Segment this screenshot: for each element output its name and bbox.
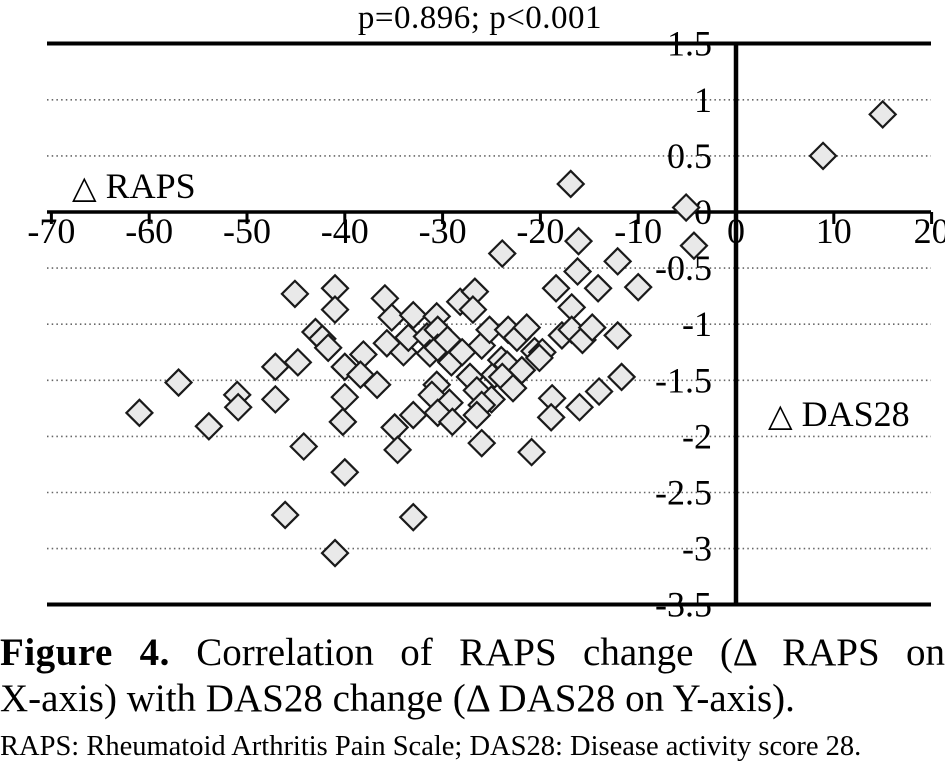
caption-text: Correlation of RAPS change (Δ RAPS on (196, 631, 945, 674)
x-tick-label: -20 (516, 211, 564, 251)
y-tick-label: -3 (682, 529, 712, 569)
caption-footnote: RAPS: Rheumatoid Arthritis Pain Scale; D… (0, 731, 862, 762)
data-point (458, 295, 488, 325)
data-point (270, 500, 300, 530)
x-tick-label: -70 (27, 211, 75, 251)
x-tick-label: 20 (914, 211, 945, 251)
das28-annotation-label: DAS28 (801, 394, 910, 434)
figure-number-label: Figure 4. (0, 631, 170, 674)
data-point (313, 333, 343, 363)
data-point (564, 392, 595, 422)
data-point (467, 428, 497, 458)
caption-line-2: X-axis) with DAS28 change (Δ DAS28 on Y-… (0, 677, 795, 720)
data-point (260, 384, 290, 414)
raps-annotation-label: RAPS (105, 166, 196, 206)
data-point (223, 392, 253, 422)
data-point (398, 400, 428, 430)
data-point (577, 313, 607, 343)
y-tick-label: -2.5 (655, 473, 712, 513)
x-tick-label: 10 (816, 211, 852, 251)
caption-line-1: Figure 4. Correlation of RAPS change (Δ … (0, 630, 945, 676)
data-point (383, 435, 413, 465)
data-point (320, 295, 350, 325)
data-point (563, 256, 593, 287)
data-point (563, 226, 594, 256)
data-point (517, 437, 547, 467)
data-point (603, 320, 633, 350)
x-tick-label: -50 (223, 211, 271, 251)
y-tick-label: -2 (682, 416, 712, 456)
data-point (603, 246, 633, 276)
data-point (437, 407, 467, 437)
x-tick-label: -10 (614, 211, 662, 251)
data-point (330, 382, 360, 412)
data-point (524, 343, 554, 373)
series-annotation-raps: △ RAPS (72, 165, 196, 207)
data-point (462, 400, 492, 430)
data-point (512, 313, 542, 343)
data-point (808, 141, 838, 171)
y-tick-label: 0 (694, 192, 712, 232)
y-tick-label: 1.5 (667, 24, 712, 64)
data-point (679, 231, 709, 261)
data-point (260, 352, 290, 382)
data-point (398, 502, 428, 532)
y-tick-label: 0.5 (667, 136, 712, 176)
data-point (541, 273, 571, 303)
data-point (583, 273, 613, 303)
data-point (330, 457, 360, 487)
data-point (507, 355, 537, 385)
data-point (623, 272, 653, 302)
data-point (320, 538, 350, 568)
data-point (124, 398, 154, 428)
data-point (377, 302, 407, 333)
y-tick-label: -3.5 (655, 585, 712, 622)
data-point (283, 347, 313, 377)
data-point (163, 367, 194, 398)
data-point (280, 279, 310, 309)
data-point (487, 238, 517, 269)
x-tick-label: -60 (125, 211, 173, 251)
data-point (584, 376, 614, 407)
data-point (671, 192, 701, 223)
y-tick-label: 1 (694, 80, 712, 120)
x-tick-label: -30 (419, 211, 467, 251)
series-annotation-das28: △ DAS28 (768, 393, 910, 435)
data-point (328, 407, 358, 437)
data-point (607, 362, 637, 392)
data-point (362, 370, 392, 400)
chart-title: p=0.896; p<0.001 (357, 0, 603, 36)
triangle-delta-icon: △ (768, 397, 793, 433)
data-point (194, 411, 224, 441)
y-tick-label: -0.5 (655, 248, 712, 288)
x-tick-label: 0 (727, 211, 745, 251)
y-tick-label: -1 (682, 304, 712, 344)
scatter-plot: -70 -60 -50 -40 -30 -20 -10 0 10 20 1.5 1 0.5 0 -0.5 -1… (27, 24, 945, 622)
data-point (868, 99, 898, 129)
data-point (536, 402, 566, 432)
y-tick-label: -1.5 (655, 360, 712, 400)
data-point (398, 300, 428, 330)
triangle-delta-icon: △ (72, 169, 97, 205)
data-point (556, 169, 586, 199)
x-tick-label: -40 (321, 211, 369, 251)
data-point (289, 431, 319, 462)
figure-caption: Figure 4. Correlation of RAPS change (Δ … (0, 630, 945, 763)
